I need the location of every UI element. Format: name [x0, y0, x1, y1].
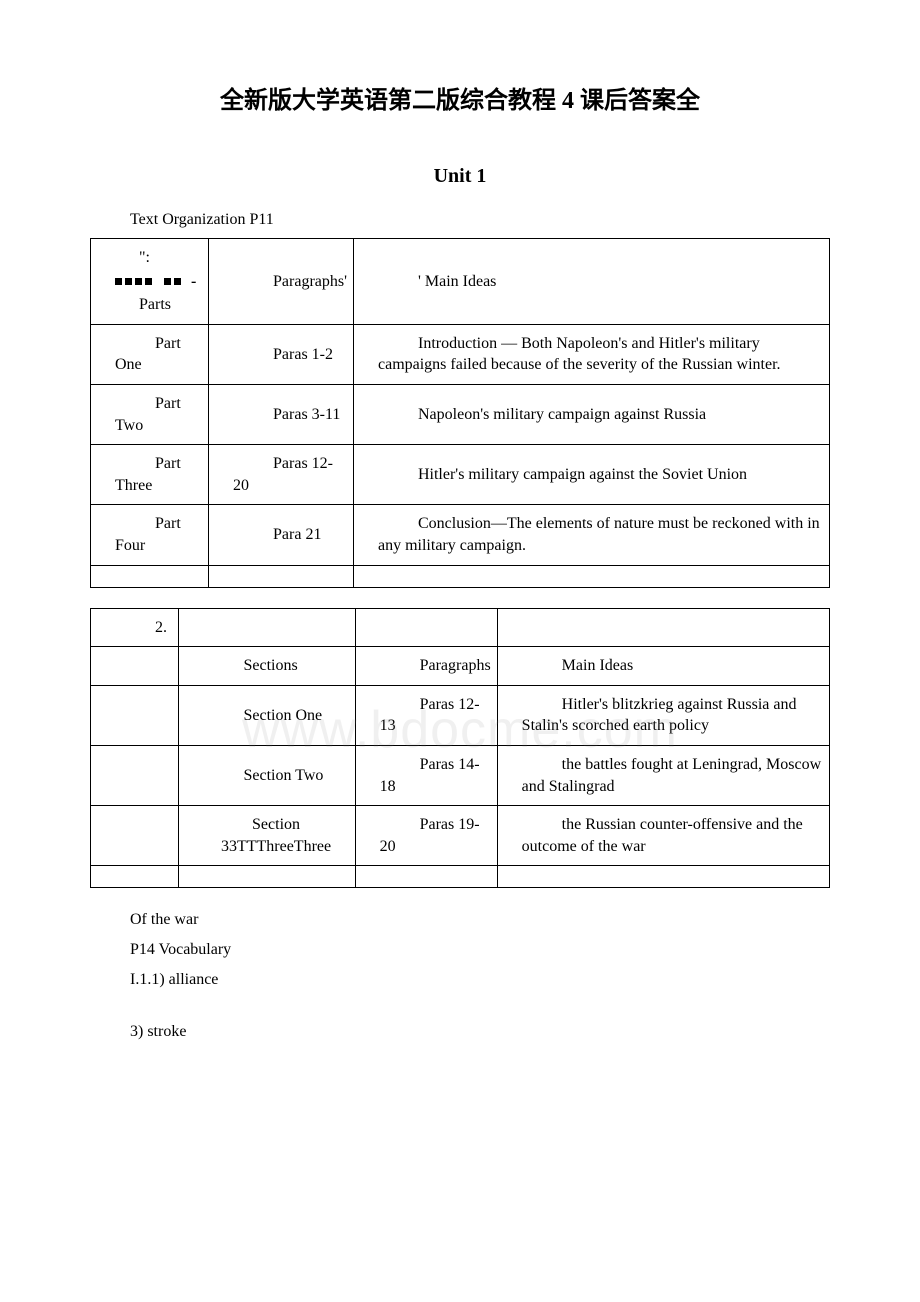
cell-empty	[497, 608, 829, 647]
cell-number: 2.	[91, 608, 179, 647]
cell-idea: Napoleon's military campaign against Rus…	[353, 384, 829, 444]
cell-empty	[91, 745, 179, 805]
table-row-empty	[91, 565, 830, 587]
cell-paras: Paras 14-18	[355, 745, 497, 805]
table-row: Section 33TTThreeThree Paras 19-20 the R…	[91, 806, 830, 866]
cell-section: Section Two	[179, 745, 355, 805]
body-para: I.1.1) alliance	[90, 968, 830, 992]
cell-part: Part Three	[91, 445, 209, 505]
cell-idea: the Russian counter-offensive and the ou…	[497, 806, 829, 866]
cell-section: Section 33TTThreeThree	[179, 806, 355, 866]
table-row: Sections Paragraphs Main Ideas	[91, 647, 830, 686]
header-cell-sections: Sections	[179, 647, 355, 686]
table-sections: 2. Sections Paragraphs Main Ideas Sectio…	[90, 608, 830, 889]
cell-part: Part One	[91, 324, 209, 384]
cell-empty	[91, 685, 179, 745]
table-row-empty	[91, 866, 830, 888]
table-row: Section One Paras 12-13 Hitler's blitzkr…	[91, 685, 830, 745]
cell-paras: Paras 3-11	[209, 384, 354, 444]
cell-paras: Paras 1-2	[209, 324, 354, 384]
cell-paras: Paras 12-13	[355, 685, 497, 745]
cell-idea: the battles fought at Leningrad, Moscow …	[497, 745, 829, 805]
intro-line: Text Organization P11	[90, 208, 830, 232]
table-row: Part Three Paras 12-20 Hitler's military…	[91, 445, 830, 505]
cell-section: Section One	[179, 685, 355, 745]
header-cell-main-ideas: ' Main Ideas	[353, 239, 829, 325]
header-cell-main-ideas: Main Ideas	[497, 647, 829, 686]
body-para: P14 Vocabulary	[90, 938, 830, 962]
cell-idea: Hitler's military campaign against the S…	[353, 445, 829, 505]
cell-empty	[179, 608, 355, 647]
header-quote: ":	[115, 247, 202, 269]
document-title: 全新版大学英语第二版综合教程 4 课后答案全	[90, 80, 830, 115]
header-cell-parts: ": - Parts	[91, 239, 209, 325]
unit-heading: Unit 1	[90, 165, 830, 188]
table-row: Part Four Para 21 Conclusion—The element…	[91, 505, 830, 565]
table-text-organization: ": - Parts Paragraphs' ' Main Ideas	[90, 238, 830, 588]
header-cell-paragraphs: Paragraphs'	[209, 239, 354, 325]
cell-empty	[355, 608, 497, 647]
cell-empty	[91, 647, 179, 686]
cell-idea: Hitler's blitzkrieg against Russia and S…	[497, 685, 829, 745]
cell-part: Part Four	[91, 505, 209, 565]
cell-idea: Introduction — Both Napoleon's and Hitle…	[353, 324, 829, 384]
table-row: Part Two Paras 3-11 Napoleon's military …	[91, 384, 830, 444]
table-row: ": - Parts Paragraphs' ' Main Ideas	[91, 239, 830, 325]
header-square-row: -	[115, 271, 202, 293]
table-row: Part One Paras 1-2 Introduction — Both N…	[91, 324, 830, 384]
header-cell-paragraphs: Paragraphs	[355, 647, 497, 686]
table-row: 2.	[91, 608, 830, 647]
header-parts-label: Parts	[115, 294, 202, 316]
cell-empty	[91, 806, 179, 866]
cell-idea: Conclusion—The elements of nature must b…	[353, 505, 829, 565]
table-row: Section Two Paras 14-18 the battles foug…	[91, 745, 830, 805]
cell-part: Part Two	[91, 384, 209, 444]
body-para: Of the war	[90, 908, 830, 932]
cell-paras: Para 21	[209, 505, 354, 565]
cell-paras: Paras 12-20	[209, 445, 354, 505]
body-para: 3) stroke	[90, 1020, 830, 1044]
cell-paras: Paras 19-20	[355, 806, 497, 866]
